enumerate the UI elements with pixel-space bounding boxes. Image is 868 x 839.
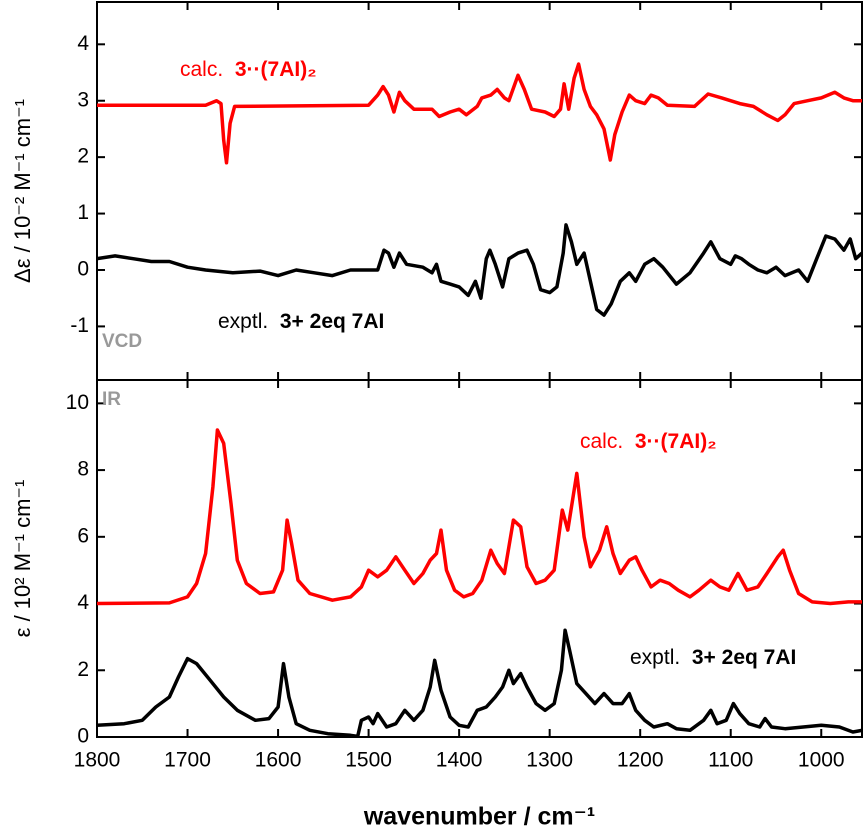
x-tick-label: 1800 [74, 749, 121, 772]
annotation: exptl. 3+ 2eq 7AI [630, 646, 796, 669]
spectrum-line [97, 223, 862, 317]
plot-frame [96, 379, 863, 738]
spectrum-line [97, 62, 862, 165]
y-tick-label: 0 [77, 725, 89, 748]
spectrum-line [97, 428, 862, 606]
y-tick-label: 3 [77, 88, 89, 111]
y-axis-label: Δε / 10⁻² M⁻¹ cm⁻¹ [10, 99, 35, 283]
annotation-text: calc. [580, 430, 623, 453]
y-tick-label: 1 [77, 201, 89, 224]
y-axis-label: ε / 10² M⁻¹ cm⁻¹ [10, 480, 35, 638]
x-tick-label: 1100 [708, 749, 753, 772]
y-tick-label: 6 [77, 524, 89, 547]
x-tick-label: 1200 [617, 749, 664, 772]
annotation: exptl. 3+ 2eq 7AI [218, 310, 384, 333]
plot-area [97, 428, 862, 737]
annotation: VCD [102, 331, 142, 352]
annotation-text: calc. [180, 58, 223, 81]
x-tick-label: 1700 [164, 749, 211, 772]
x-tick-label: 1500 [345, 749, 392, 772]
annotation-text: exptl. [630, 646, 680, 669]
spectrum-line [97, 628, 862, 737]
annotation-text: exptl. [218, 310, 268, 333]
annotation-bold: IR [102, 389, 121, 410]
x-tick-label: 1300 [526, 749, 573, 772]
annotation: calc. 3··(7AI)₂ [180, 58, 317, 81]
y-tick-label: 0 [77, 258, 89, 281]
y-tick-label: 8 [77, 458, 89, 481]
x-tick-label: 1400 [436, 749, 483, 772]
x-axis-label: wavenumber / cm⁻¹ [363, 803, 595, 831]
annotation-bold: VCD [102, 331, 142, 352]
y-tick-label: 2 [77, 145, 89, 168]
annotation-bold: 3··(7AI)₂ [635, 430, 717, 453]
plot-area [97, 62, 862, 317]
annotation-bold: 3··(7AI)₂ [235, 58, 317, 81]
x-tick-label: 1000 [798, 749, 845, 772]
annotation-bold: 3+ 2eq 7AI [280, 310, 384, 333]
y-tick-label: 4 [77, 591, 89, 614]
y-tick-label: -1 [70, 314, 89, 337]
annotation: calc. 3··(7AI)₂ [580, 430, 717, 453]
y-tick-label: 4 [77, 32, 89, 55]
y-tick-label: 2 [77, 658, 89, 681]
annotation: IR [102, 389, 121, 410]
x-tick-label: 1600 [255, 749, 302, 772]
annotation-bold: 3+ 2eq 7AI [692, 646, 796, 669]
y-tick-label: 10 [66, 391, 89, 414]
